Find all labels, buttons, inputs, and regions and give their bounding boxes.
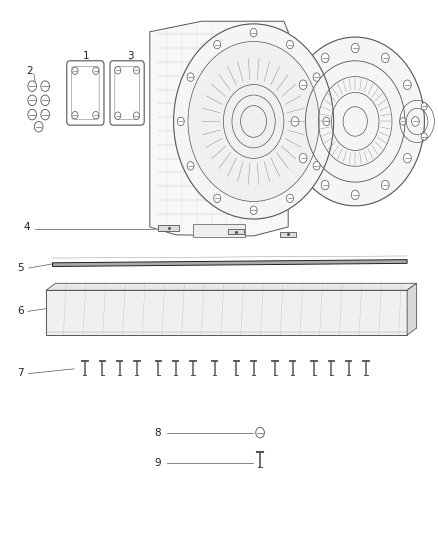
Circle shape (291, 117, 299, 126)
Circle shape (187, 73, 194, 81)
Polygon shape (407, 283, 417, 335)
Circle shape (381, 53, 389, 62)
Circle shape (187, 161, 194, 170)
Circle shape (28, 81, 36, 91)
Circle shape (177, 117, 184, 126)
Circle shape (214, 41, 221, 49)
FancyBboxPatch shape (71, 67, 99, 119)
Circle shape (321, 53, 329, 62)
Bar (193, 224, 245, 238)
Polygon shape (150, 21, 288, 236)
Circle shape (351, 190, 359, 200)
Text: 5: 5 (17, 263, 23, 272)
Circle shape (134, 67, 139, 74)
Polygon shape (46, 290, 407, 335)
Circle shape (313, 161, 320, 170)
Circle shape (250, 28, 257, 37)
Circle shape (28, 95, 36, 106)
Circle shape (299, 80, 307, 90)
Circle shape (188, 42, 319, 201)
Circle shape (28, 109, 36, 120)
Circle shape (286, 194, 293, 203)
Circle shape (250, 206, 257, 214)
Circle shape (256, 427, 265, 438)
Circle shape (134, 112, 139, 119)
Circle shape (72, 111, 78, 119)
Circle shape (403, 154, 411, 163)
Bar (228, 229, 244, 235)
Polygon shape (53, 260, 407, 266)
Circle shape (323, 117, 330, 126)
Circle shape (93, 111, 99, 119)
FancyBboxPatch shape (67, 61, 104, 125)
Circle shape (115, 67, 121, 74)
FancyBboxPatch shape (110, 61, 144, 125)
Polygon shape (46, 283, 417, 290)
Text: 1: 1 (82, 51, 89, 61)
Bar (279, 232, 296, 237)
Circle shape (214, 194, 221, 203)
Circle shape (351, 43, 359, 53)
Text: 4: 4 (23, 222, 30, 232)
Circle shape (381, 180, 389, 190)
Text: 9: 9 (154, 458, 161, 468)
Text: 3: 3 (127, 51, 134, 61)
Text: 8: 8 (154, 427, 161, 438)
Circle shape (421, 133, 427, 140)
Circle shape (403, 80, 411, 90)
Bar (159, 225, 179, 231)
Circle shape (41, 95, 49, 106)
Text: 2: 2 (27, 66, 33, 76)
Circle shape (72, 67, 78, 75)
Circle shape (41, 109, 49, 120)
Circle shape (34, 122, 43, 132)
Circle shape (299, 154, 307, 163)
Circle shape (41, 81, 49, 91)
Circle shape (286, 37, 424, 206)
FancyBboxPatch shape (115, 67, 139, 119)
Circle shape (412, 117, 419, 126)
Circle shape (286, 41, 293, 49)
Circle shape (400, 118, 406, 125)
Circle shape (115, 112, 121, 119)
Text: 7: 7 (17, 368, 23, 378)
Circle shape (173, 24, 334, 219)
Circle shape (421, 103, 427, 110)
Circle shape (313, 73, 320, 81)
Circle shape (321, 180, 329, 190)
Text: 6: 6 (17, 306, 23, 316)
Circle shape (93, 67, 99, 75)
